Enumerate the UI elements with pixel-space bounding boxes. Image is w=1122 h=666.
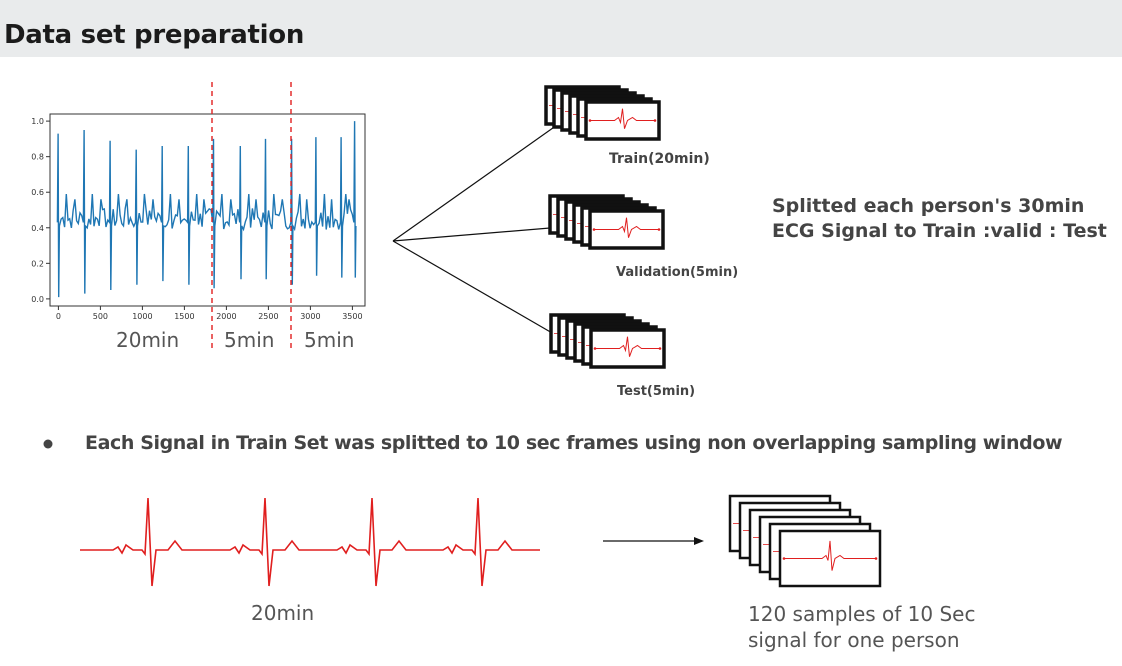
- ecg-chart: 0.0 0.2 0.4 0.6 0.8 1.0 0 500 1000 1500 2000 2500 3…: [31, 82, 366, 352]
- y-ticks: 0.0 0.2 0.4 0.6 0.8 1.0: [31, 117, 50, 304]
- x-tick-label: 1500: [174, 312, 194, 321]
- frame-ecg-trace: [784, 540, 876, 571]
- test-label: Test(5min): [617, 384, 696, 399]
- bullet-dot: [43, 439, 53, 449]
- page-title: Data set preparation: [4, 20, 305, 50]
- bottom-ecg-signal: [80, 497, 540, 587]
- segment-label-validation: 5min: [224, 328, 275, 352]
- y-tick-label: 0.6: [31, 188, 44, 197]
- y-tick-label: 1.0: [31, 117, 44, 126]
- x-tick-label: 3500: [342, 312, 362, 321]
- validation-frame-stack: [548, 194, 665, 250]
- header-bar: [0, 0, 1122, 57]
- frame-ecg-trace: [595, 336, 660, 357]
- sample-frame-stack: [728, 494, 882, 588]
- y-tick-label: 0.0: [31, 295, 44, 304]
- split-description-line-1: Splitted each person's 30min: [772, 195, 1085, 217]
- ecg-series-line: [56, 121, 357, 298]
- x-tick-label: 1000: [132, 312, 152, 321]
- split-description-line-2: ECG Signal to Train :valid : Test: [772, 220, 1107, 242]
- x-ticks: 0 500 1000 1500 2000 2500 3000 3500: [56, 306, 363, 321]
- bottom-right-label-line-2: signal for one person: [748, 628, 960, 652]
- bottom-right-label-line-1: 120 samples of 10 Sec: [748, 602, 976, 626]
- frame-ecg-trace: [590, 108, 655, 129]
- arrow-to-train: [392, 117, 568, 242]
- segment-label-test: 5min: [304, 328, 355, 352]
- y-tick-label: 0.2: [31, 259, 44, 268]
- bottom-arrow: [603, 537, 704, 545]
- test-frame-stack: [549, 313, 666, 369]
- plot-frame: [49, 113, 366, 307]
- split-lines: [211, 82, 292, 352]
- train-label: Train(20min): [609, 151, 710, 167]
- x-tick-label: 3000: [300, 312, 320, 321]
- train-frame-stack: [544, 85, 661, 141]
- arrow-to-validation: [392, 226, 563, 242]
- validation-label: Validation(5min): [616, 265, 739, 280]
- segment-label-train: 20min: [116, 328, 180, 352]
- bullet-text: Each Signal in Train Set was splitted to…: [85, 432, 1063, 454]
- bottom-left-label: 20min: [251, 601, 315, 625]
- y-tick-label: 0.4: [31, 224, 44, 233]
- x-tick-label: 500: [93, 312, 108, 321]
- y-tick-label: 0.8: [31, 153, 44, 162]
- x-tick-label: 0: [56, 312, 61, 321]
- x-tick-label: 2000: [216, 312, 236, 321]
- x-tick-label: 2500: [258, 312, 278, 321]
- frame-ecg-trace: [594, 217, 659, 238]
